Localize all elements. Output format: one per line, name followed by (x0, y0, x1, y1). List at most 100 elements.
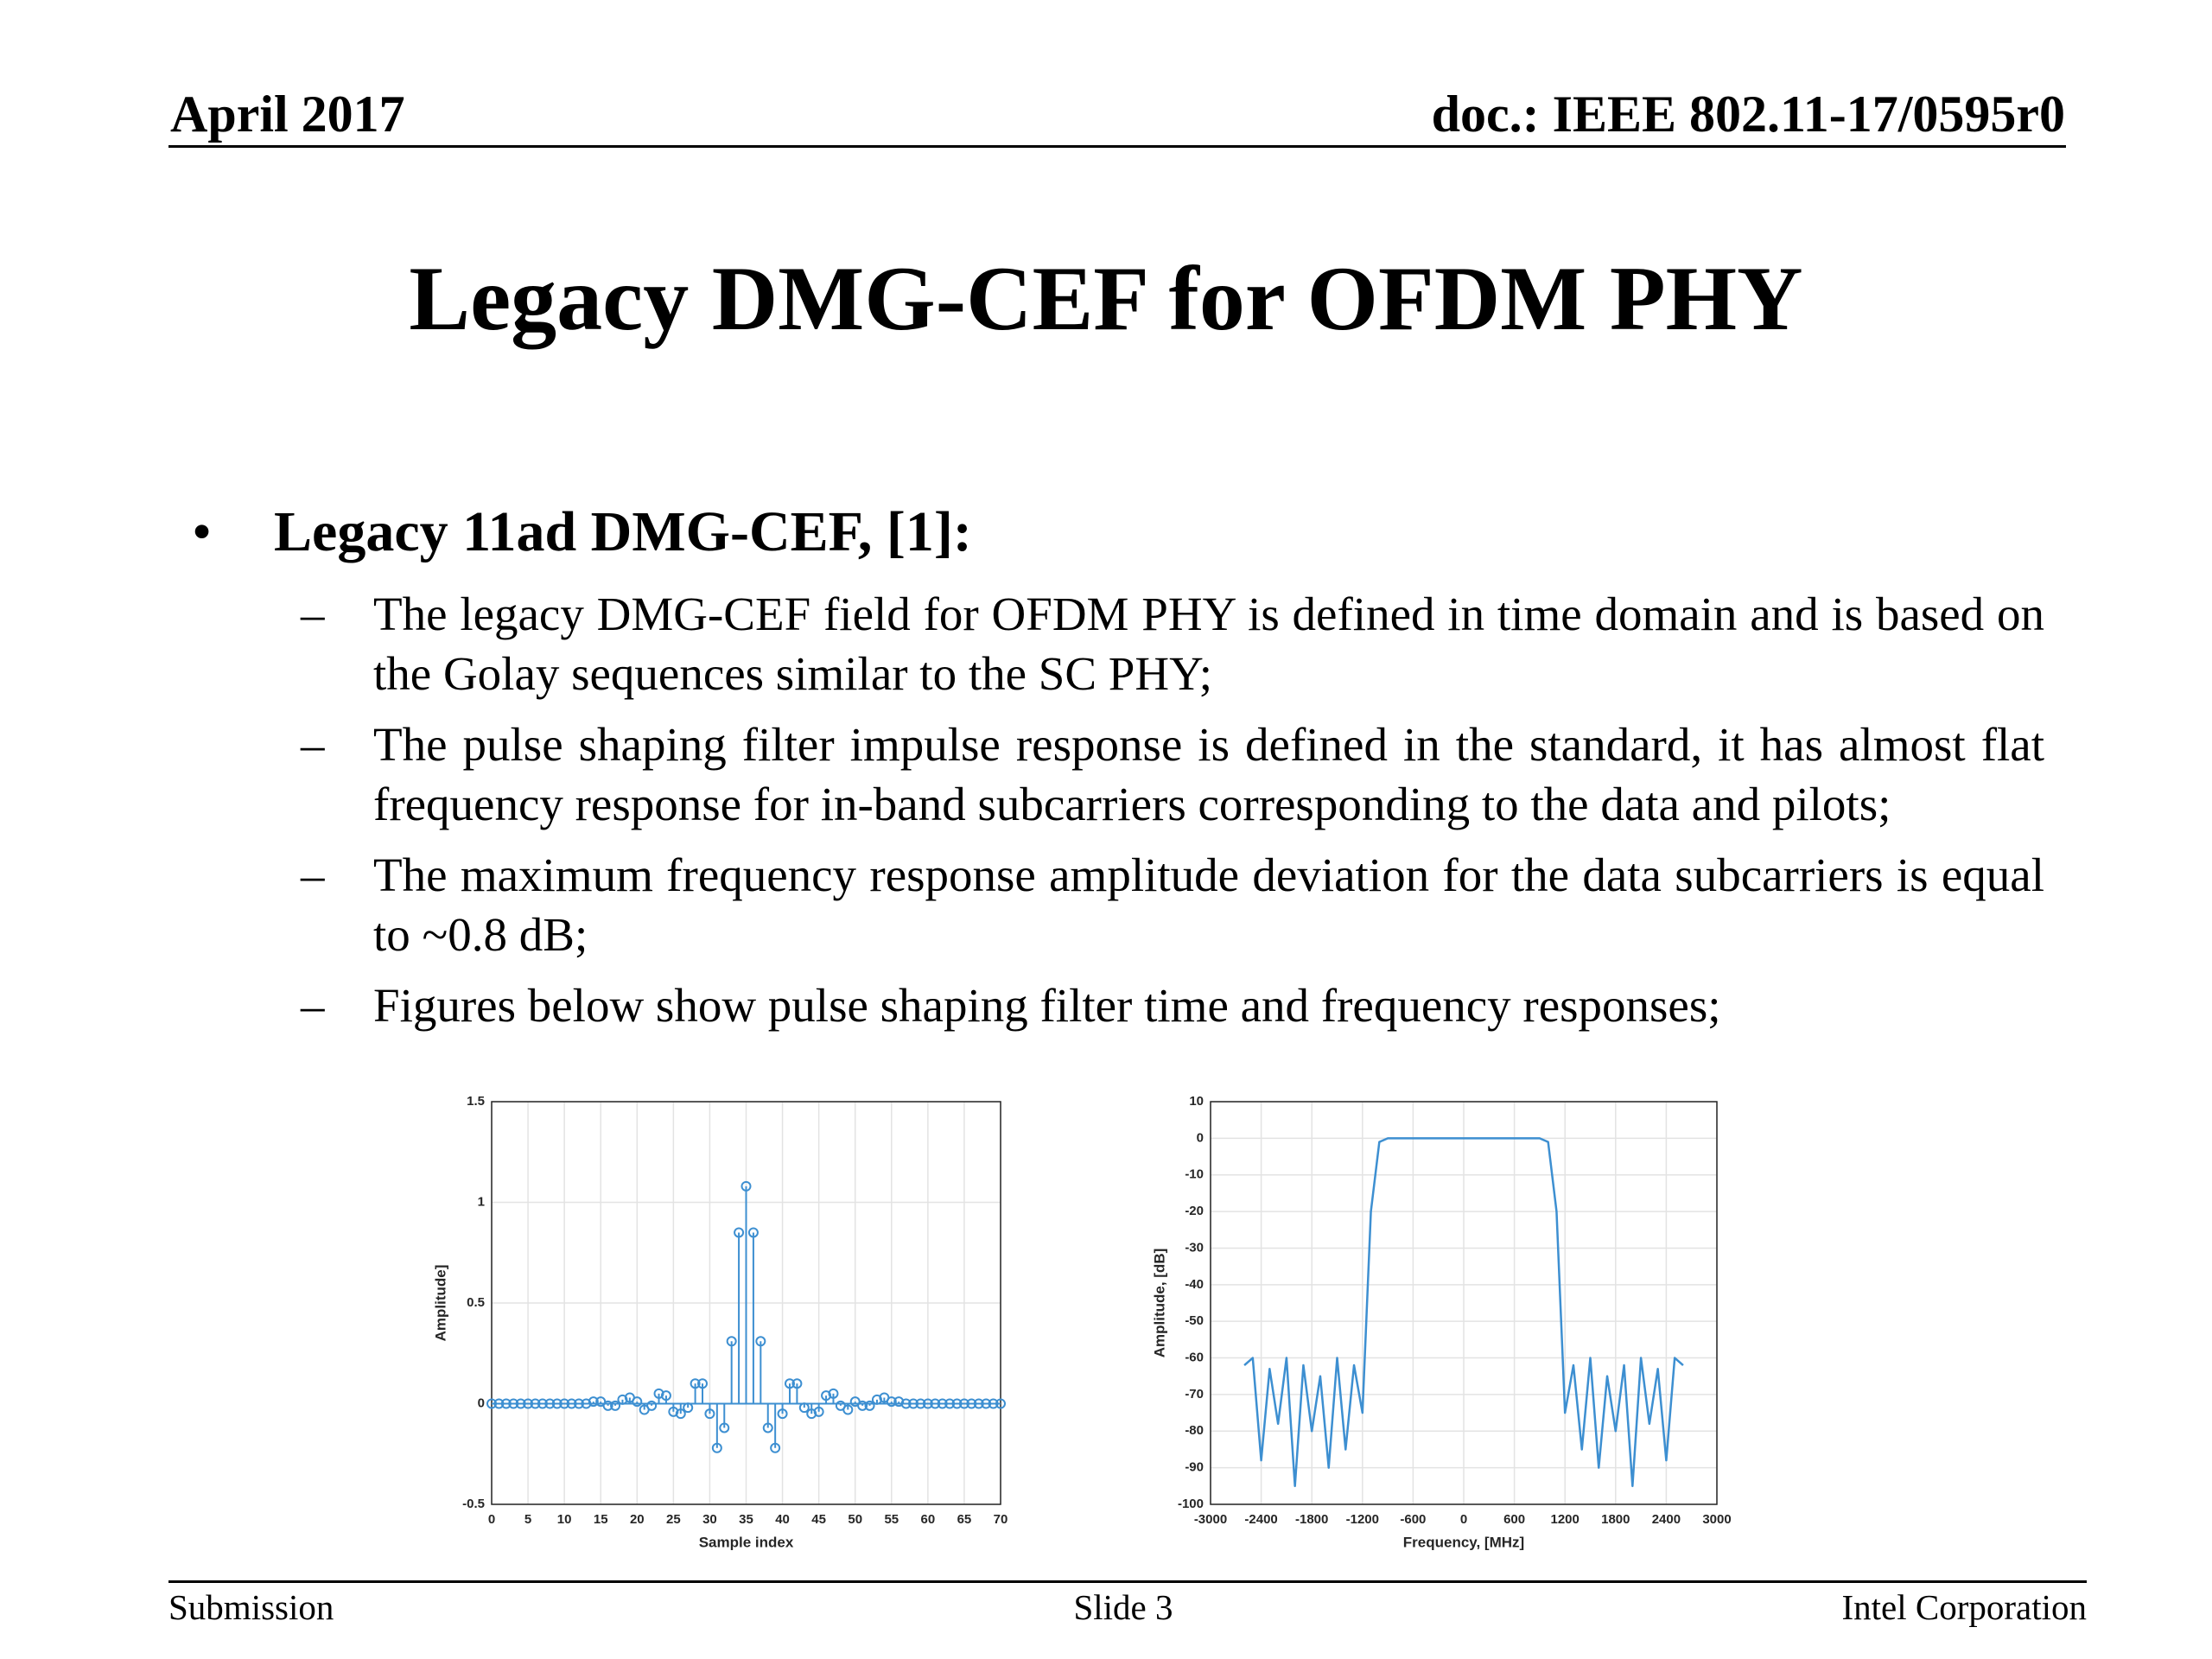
bullet-item: Figures below show pulse shaping filter … (373, 979, 1721, 1032)
stem-marker (544, 1398, 556, 1409)
footer-rule (168, 1580, 2087, 1583)
stem-marker (958, 1398, 969, 1409)
stem-marker (981, 1398, 992, 1409)
stem-marker (864, 1400, 875, 1411)
dash: – (301, 979, 325, 1032)
slide-title: Legacy DMG-CEF for OFDM PHY (409, 248, 1803, 349)
stem (530, 1398, 541, 1409)
x-tick-label: -1800 (1295, 1512, 1328, 1527)
stem (697, 1378, 709, 1404)
stem (937, 1398, 948, 1409)
stem-marker (813, 1406, 824, 1417)
stem (581, 1398, 592, 1409)
stem (726, 1336, 737, 1404)
stem-marker (777, 1408, 788, 1420)
stem-marker (559, 1398, 570, 1409)
x-tick-label: -600 (1400, 1512, 1426, 1527)
stem-marker (537, 1398, 548, 1409)
stem (544, 1398, 556, 1409)
stem (828, 1388, 839, 1404)
x-tick-label: -2400 (1244, 1512, 1277, 1527)
stem-marker (908, 1398, 919, 1409)
stem-marker (566, 1398, 577, 1409)
footer-center: Slide 3 (1073, 1587, 1173, 1627)
stem-marker (871, 1394, 882, 1405)
x-tick-label: 55 (884, 1512, 899, 1527)
x-tick-label: 2400 (1652, 1512, 1681, 1527)
y-tick-label: -60 (1185, 1351, 1204, 1365)
stem-marker (784, 1378, 795, 1389)
y-axis-label: Amplitude, [dB] (1151, 1249, 1167, 1358)
bullet-dot: • (192, 500, 213, 563)
stem (762, 1403, 773, 1433)
x-tick-label: 600 (1503, 1512, 1525, 1527)
x-tick-label: 3000 (1702, 1512, 1731, 1527)
stem (683, 1402, 694, 1414)
x-tick-label: 50 (848, 1512, 862, 1527)
stem (900, 1398, 912, 1409)
x-tick-label: -3000 (1194, 1512, 1227, 1527)
stem-marker (486, 1398, 497, 1409)
bullet-item: The legacy DMG-CEF field for OFDM PHY is… (373, 588, 2044, 700)
stem (857, 1400, 868, 1411)
plot-frame (491, 1101, 1001, 1505)
stem-marker (762, 1422, 773, 1433)
stem (741, 1180, 752, 1404)
stem (842, 1403, 854, 1415)
bullet-heading: Legacy 11ad DMG-CEF, [1]: (274, 500, 972, 563)
stem-marker (922, 1398, 933, 1409)
stem-marker (900, 1398, 912, 1409)
stem (711, 1403, 722, 1453)
bullet-item: The pulse shaping filter impulse respons… (373, 718, 2044, 830)
stem (821, 1390, 832, 1404)
y-tick-label: -80 (1185, 1423, 1204, 1438)
dash: – (301, 849, 325, 901)
stem-marker (523, 1398, 534, 1409)
y-tick-label: -10 (1185, 1167, 1204, 1182)
stem (747, 1227, 759, 1404)
stem (944, 1398, 956, 1409)
x-tick-label: 5 (524, 1512, 531, 1527)
stem (704, 1403, 715, 1420)
stem (777, 1403, 788, 1420)
stem-marker (573, 1398, 584, 1409)
bullet-item: The maximum frequency response amplitude… (373, 849, 2044, 961)
stem-marker (668, 1406, 679, 1417)
x-tick-label: 20 (630, 1512, 645, 1527)
stem (500, 1398, 512, 1409)
stem (951, 1398, 963, 1409)
x-tick-label: 35 (739, 1512, 753, 1527)
x-axis-label: Sample index (699, 1534, 794, 1550)
stem (675, 1403, 686, 1420)
stem-marker (660, 1390, 671, 1402)
plot-frame (1210, 1101, 1718, 1505)
stem-marker (653, 1388, 664, 1399)
y-tick-label: -70 (1185, 1387, 1204, 1402)
stem (573, 1398, 584, 1409)
stem (988, 1398, 999, 1409)
stem-marker (886, 1396, 897, 1408)
y-tick-label: 0 (478, 1395, 485, 1410)
stem (515, 1398, 526, 1409)
stem-marker (530, 1398, 541, 1409)
stem (493, 1398, 505, 1409)
stem-marker (930, 1398, 941, 1409)
stem-marker (791, 1378, 803, 1389)
stem-marker (951, 1398, 963, 1409)
y-tick-label: -40 (1185, 1277, 1204, 1292)
stem (915, 1398, 926, 1409)
x-tick-label: 45 (811, 1512, 826, 1527)
x-tick-label: 0 (1460, 1512, 1467, 1527)
y-tick-label: -20 (1185, 1204, 1204, 1218)
stem-marker (944, 1398, 956, 1409)
y-tick-label: 1 (478, 1194, 485, 1209)
stem (646, 1400, 658, 1411)
stem (770, 1403, 781, 1453)
stem-marker (806, 1408, 817, 1420)
stem (551, 1398, 563, 1409)
stem (798, 1402, 810, 1414)
stem-marker (915, 1398, 926, 1409)
stem-marker (588, 1396, 599, 1408)
y-tick-label: 0.5 (467, 1295, 485, 1310)
stem (719, 1403, 730, 1433)
